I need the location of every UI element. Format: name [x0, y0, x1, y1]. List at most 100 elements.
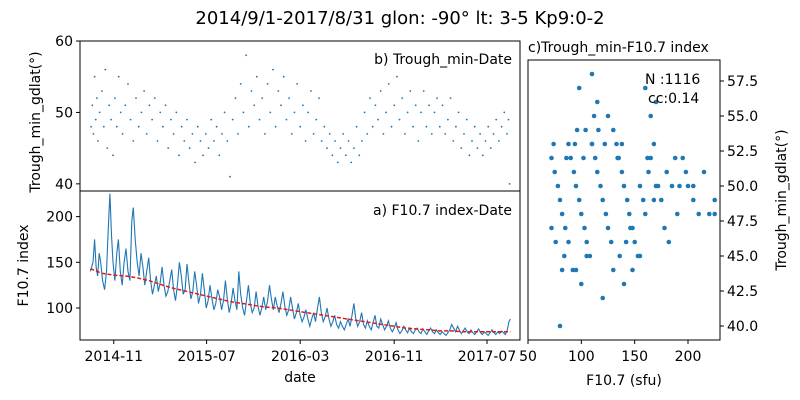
- scatter-point: [602, 141, 608, 147]
- scatter-point: [363, 111, 366, 114]
- scatter-point: [288, 97, 290, 99]
- x-tick-label: 100: [568, 349, 595, 365]
- scatter-point: [382, 133, 385, 135]
- scatter-point: [611, 267, 616, 273]
- scatter-point: [404, 133, 406, 135]
- x-tick-label: 2014-11: [85, 349, 144, 365]
- scatter-point: [374, 104, 377, 107]
- scatter-point: [234, 97, 237, 99]
- scatter-point: [172, 133, 175, 135]
- scatter-point: [272, 68, 274, 71]
- scatter-point: [112, 154, 114, 157]
- scatter-point: [632, 239, 637, 245]
- scatter-point: [589, 141, 595, 147]
- scatter-point: [581, 155, 586, 161]
- scatter-point: [574, 127, 580, 133]
- scatter-point: [640, 197, 646, 203]
- correlation-annotation: cc:0.14: [648, 91, 699, 107]
- scatter-point: [476, 147, 479, 150]
- scatter-point: [164, 104, 167, 107]
- scatter-point: [563, 225, 568, 231]
- scatter-point: [377, 118, 379, 121]
- scatter-point: [672, 155, 678, 161]
- scatter-point: [135, 97, 137, 99]
- scatter-point: [237, 133, 239, 135]
- scatter-point: [463, 133, 465, 135]
- scatter-point: [90, 125, 92, 128]
- scatter-point: [145, 133, 148, 135]
- scatter-point: [677, 183, 682, 189]
- scatter-point: [156, 140, 159, 142]
- y-tick-label: 200: [46, 210, 73, 226]
- scatter-point: [143, 90, 146, 92]
- scatter-point: [489, 147, 492, 150]
- x-tick-label: 2017-07: [458, 349, 517, 365]
- scatter-point: [587, 253, 593, 259]
- scatter-point: [226, 140, 229, 142]
- scatter-point: [114, 97, 116, 99]
- scatter-point: [579, 211, 584, 217]
- scatter-point: [285, 118, 288, 121]
- scatter-point: [683, 169, 689, 175]
- y-tick-label: 42.5: [727, 284, 758, 300]
- scatter-point: [393, 104, 396, 107]
- scatter-point: [643, 85, 648, 91]
- scatter-point: [589, 71, 595, 77]
- scatter-point: [347, 140, 350, 142]
- y-axis-label: Trough_min_gdlat(°): [774, 129, 790, 271]
- scatter-point: [153, 97, 156, 99]
- scatter-point: [500, 125, 503, 128]
- scatter-point: [280, 104, 282, 107]
- scatter-point: [253, 104, 256, 107]
- panel-title: b) Trough_min-Date: [374, 52, 512, 68]
- scatter-point: [183, 140, 186, 142]
- scatter-point: [336, 161, 339, 164]
- scatter-point: [186, 118, 188, 121]
- scatter-point: [643, 211, 648, 217]
- scatter-point: [598, 183, 603, 189]
- scatter-point: [290, 133, 293, 135]
- panel-title: a) F10.7 index-Date: [373, 203, 512, 219]
- scatter-point: [651, 197, 657, 203]
- scatter-point: [584, 239, 589, 245]
- scatter-point: [117, 75, 120, 78]
- scatter-point: [350, 161, 353, 164]
- scatter-point: [669, 183, 675, 189]
- scatter-point: [624, 197, 630, 203]
- scatter-point: [401, 97, 404, 99]
- scatter-point: [93, 75, 96, 78]
- scatter-point: [204, 133, 207, 135]
- scatter-point: [614, 141, 619, 147]
- scatter-point: [307, 111, 310, 114]
- scatter-point: [110, 118, 112, 121]
- scatter-point: [455, 125, 457, 128]
- y-tick-label: 45.0: [727, 249, 758, 265]
- scatter-point: [573, 183, 579, 189]
- scatter-point: [553, 239, 558, 245]
- scatter-point: [428, 104, 430, 107]
- panel-c-trough-vs-f107: 40.0 42.5 45.0 47.5 50.0 52.5 55.0 57.5 50 100 150…: [519, 40, 790, 389]
- scatter-point: [584, 253, 589, 259]
- scatter-point: [396, 75, 398, 78]
- scatter-point: [310, 90, 312, 92]
- scatter-point: [595, 169, 600, 175]
- scatter-point: [621, 281, 627, 287]
- scatter-point: [106, 147, 109, 150]
- scatter-point: [637, 183, 643, 189]
- y-tick-label: 52.5: [727, 144, 758, 160]
- scatter-point: [247, 125, 250, 128]
- scatter-point: [398, 118, 401, 121]
- y-tick-label: 150: [46, 255, 73, 271]
- y-axis-label: F10.7 index: [16, 225, 32, 307]
- scatter-point: [369, 97, 371, 99]
- scatter-point: [680, 155, 685, 161]
- scatter-point: [557, 197, 563, 203]
- scatter-point: [696, 211, 701, 217]
- scatter-point: [210, 118, 213, 121]
- scatter-point: [430, 133, 433, 135]
- scatter-point: [353, 147, 355, 150]
- scatter-point: [385, 111, 387, 114]
- scatter-point: [148, 104, 151, 107]
- scatter-point: [605, 225, 611, 231]
- scatter-point: [425, 125, 428, 128]
